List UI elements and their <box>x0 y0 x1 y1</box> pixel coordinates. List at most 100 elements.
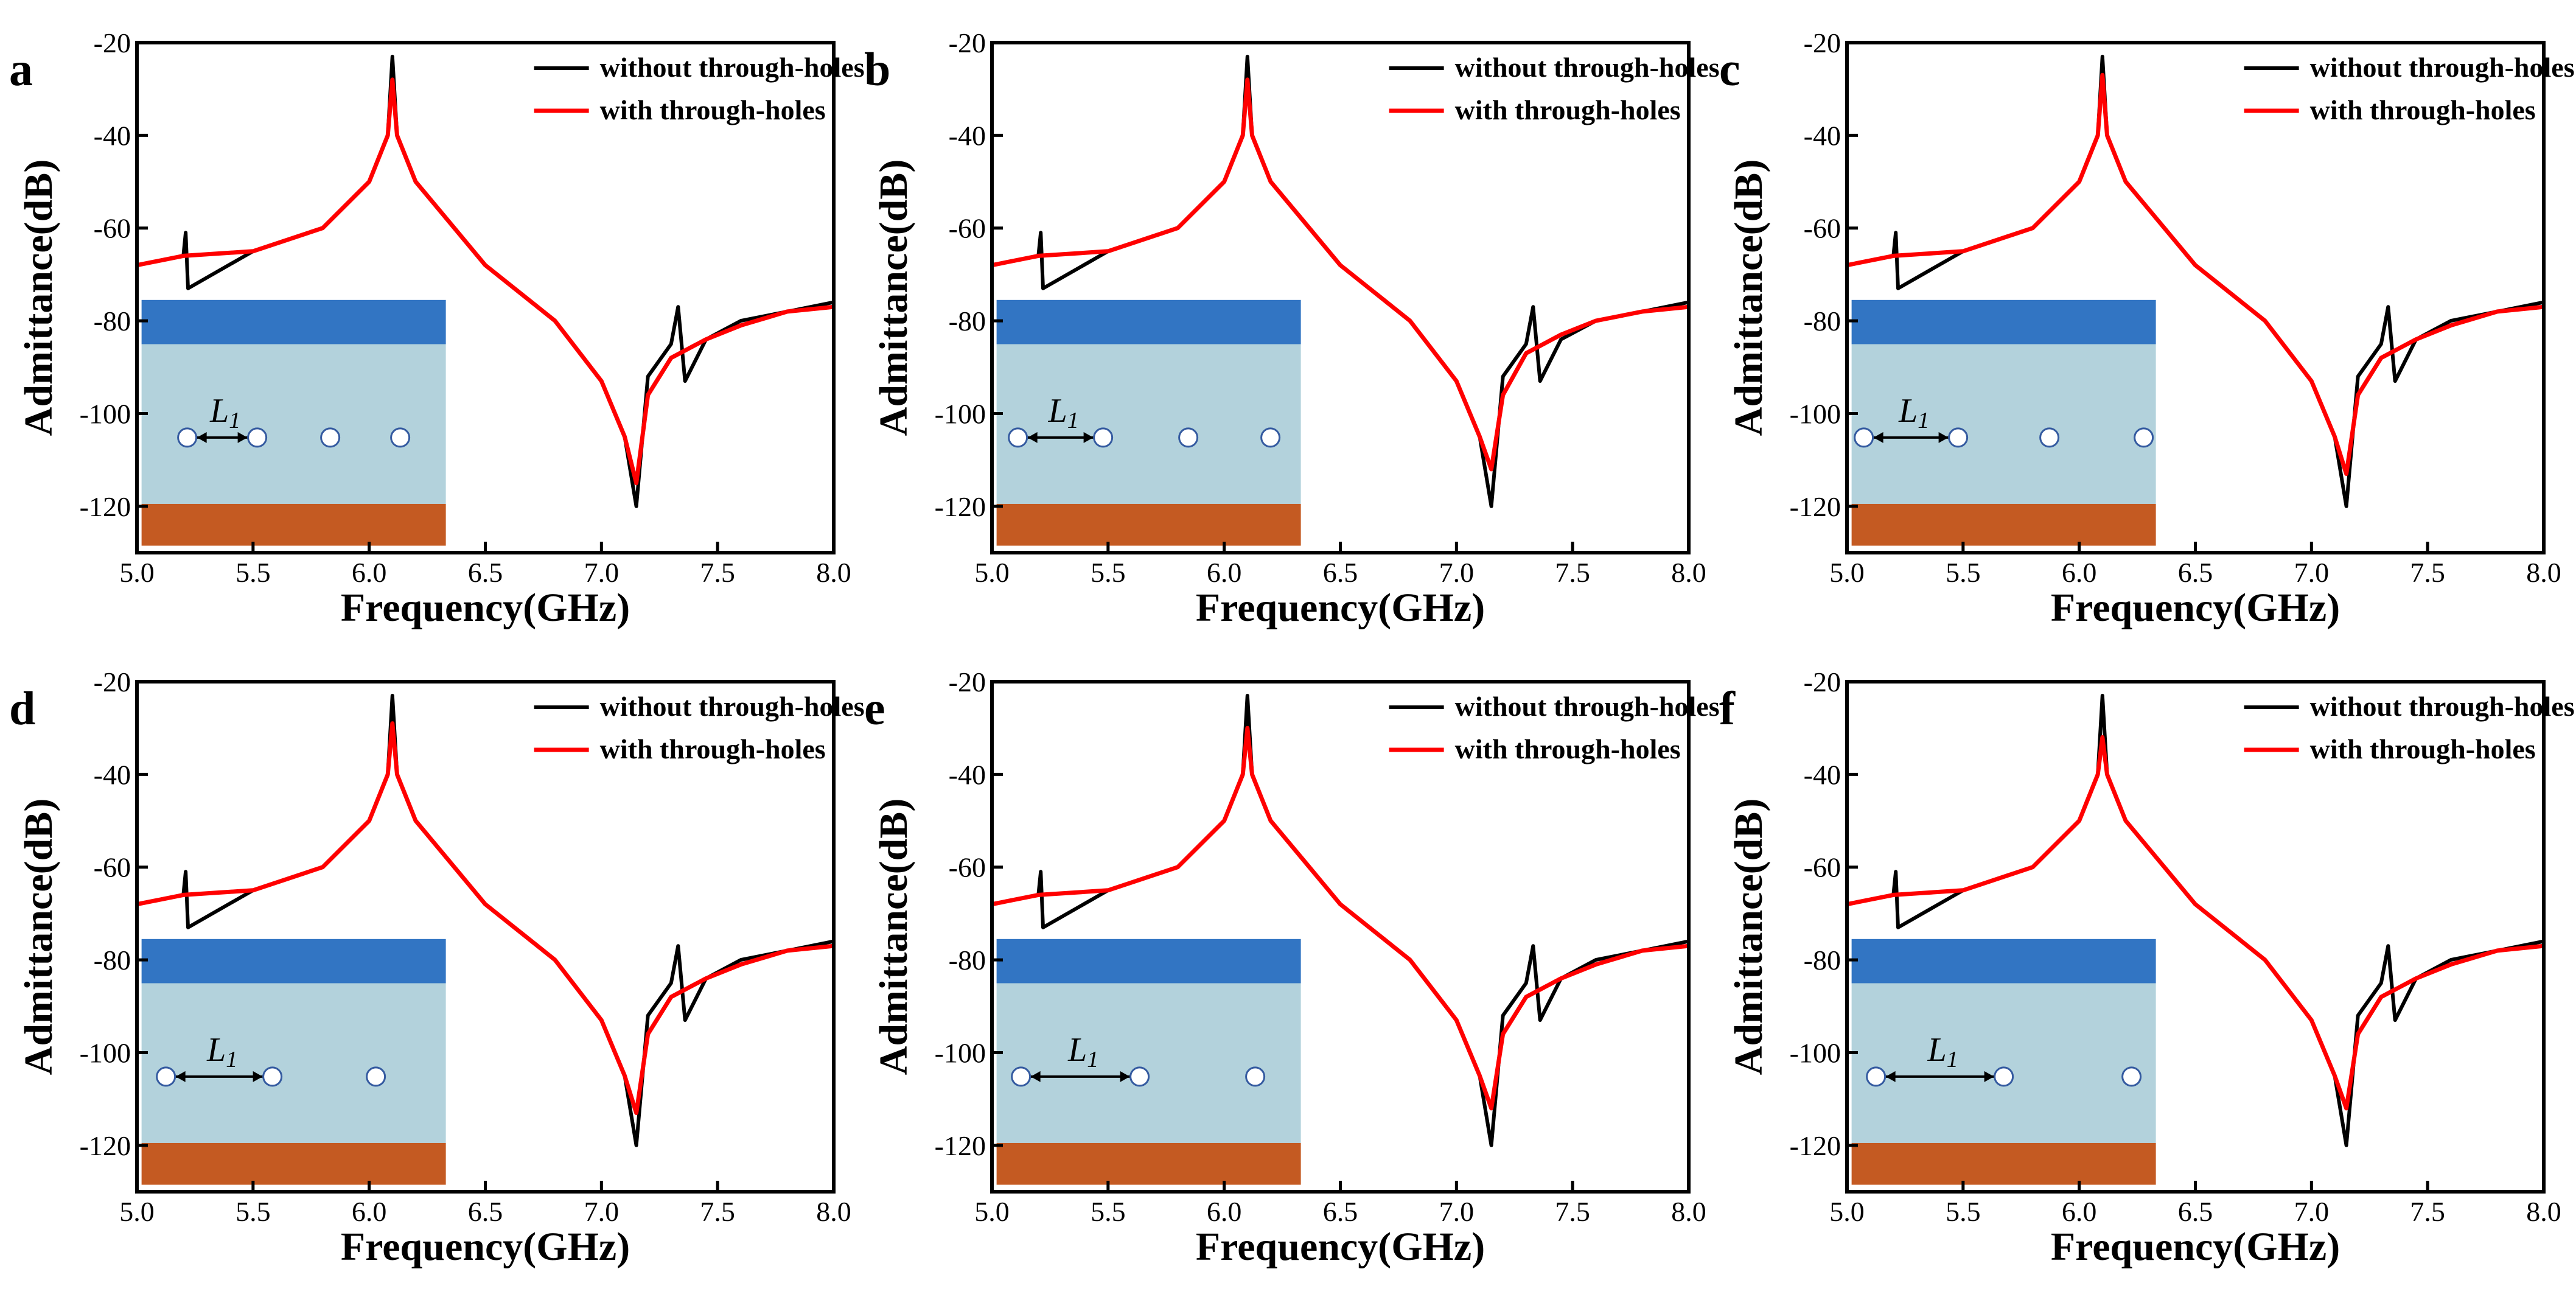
x-tick-label: 5.5 <box>236 1196 271 1227</box>
inset-piezo-layer <box>1851 344 2156 504</box>
inset-piezo-layer <box>141 344 446 504</box>
y-axis-title: Admittance(dB) <box>871 799 916 1075</box>
series-line-with-holes <box>1846 735 2544 1111</box>
x-tick-label: 6.5 <box>2178 1196 2213 1227</box>
legend-label-without-holes: without through-holes <box>1455 52 1720 83</box>
y-tick-label: -120 <box>935 1130 986 1161</box>
x-axis-title: Frequency(GHz) <box>1196 586 1485 630</box>
panel-label: f <box>1719 682 1736 735</box>
x-tick-label: 7.5 <box>1555 557 1590 588</box>
inset-through-hole <box>1260 427 1281 448</box>
y-tick-label: -20 <box>949 27 986 58</box>
x-tick-label: 5.0 <box>974 557 1010 588</box>
panel-label: d <box>9 682 35 735</box>
y-tick-label: -60 <box>94 213 131 244</box>
y-tick-label: -60 <box>949 213 986 244</box>
x-tick-label: 5.0 <box>974 1196 1010 1227</box>
y-tick-label: -120 <box>935 491 986 522</box>
panel-label: e <box>864 682 885 735</box>
x-tick-label: 7.5 <box>2410 557 2445 588</box>
inset-arrowhead-left <box>197 432 207 443</box>
inset-schematic: L1 <box>141 299 446 546</box>
inset-arrowhead-right <box>1083 432 1094 443</box>
x-tick-label: 5.5 <box>1091 557 1126 588</box>
inset-piezo-layer <box>996 983 1301 1143</box>
y-axis-title: Admittance(dB) <box>16 799 61 1075</box>
x-tick-label: 5.5 <box>236 557 271 588</box>
x-tick-label: 8.0 <box>1671 1196 1706 1227</box>
x-tick-label: 8.0 <box>2526 557 2561 588</box>
inset-schematic: L1 <box>996 299 1301 546</box>
y-tick-label: -80 <box>1804 945 1841 976</box>
inset-through-hole <box>1178 427 1199 448</box>
x-tick-label: 6.0 <box>2062 1196 2097 1227</box>
y-tick-label: -40 <box>1804 120 1841 151</box>
y-tick-label: -40 <box>94 120 131 151</box>
inset-electrode-bottom <box>141 1142 446 1185</box>
legend-label-without-holes: without through-holes <box>2310 691 2575 722</box>
y-tick-label: -60 <box>949 852 986 883</box>
inset-arrowhead-left <box>175 1071 186 1082</box>
x-axis-title: Frequency(GHz) <box>2051 586 2340 630</box>
x-tick-label: 7.0 <box>1439 557 1475 588</box>
inset-through-hole <box>1245 1066 1266 1087</box>
inset-electrode-bottom <box>141 503 446 546</box>
inset-schematic: L1 <box>996 939 1301 1185</box>
x-tick-label: 7.0 <box>584 557 620 588</box>
legend-label-with-holes: with through-holes <box>600 733 826 764</box>
chart-panel-a: L1 5.0 5.5 6.0 6.5 7.0 7.5 8.0 -20 -40 -60 -80 -100 -… <box>9 27 865 630</box>
inset-electrode-top <box>141 939 446 984</box>
series-line-with-holes <box>991 725 1689 1111</box>
inset-through-hole <box>247 427 268 448</box>
inset-through-hole <box>320 427 341 448</box>
inset-through-hole <box>1948 427 1969 448</box>
inset-through-hole <box>1994 1066 2014 1087</box>
x-tick-label: 5.0 <box>119 1196 155 1227</box>
chart-panel-c: L1 5.0 5.5 6.0 6.5 7.0 7.5 8.0 -20 -40 -60 -80 -100 -… <box>1719 27 2575 630</box>
y-tick-label: -120 <box>1790 1130 1841 1161</box>
x-tick-label: 7.5 <box>2410 1196 2445 1227</box>
y-tick-label: -80 <box>949 945 986 976</box>
inset-electrode-top <box>996 299 1301 344</box>
y-tick-label: -100 <box>1790 1037 1841 1068</box>
legend-label-without-holes: without through-holes <box>600 691 865 722</box>
y-tick-label: -120 <box>1790 491 1841 522</box>
inset-arrowhead-right <box>253 1071 263 1082</box>
x-tick-label: 5.5 <box>1946 557 1981 588</box>
y-tick-label: -40 <box>94 759 131 790</box>
inset-schematic: L1 <box>141 939 446 1185</box>
inset-arrowhead-left <box>1885 1071 1896 1082</box>
y-tick-label: -60 <box>1804 852 1841 883</box>
x-axis-title: Frequency(GHz) <box>341 1225 630 1269</box>
inset-arrowhead-right <box>1984 1071 1994 1082</box>
y-tick-label: -80 <box>1804 306 1841 337</box>
y-tick-label: -20 <box>1804 666 1841 697</box>
x-tick-label: 6.5 <box>1323 557 1358 588</box>
x-tick-label: 8.0 <box>1671 557 1706 588</box>
x-tick-label: 7.0 <box>2294 1196 2330 1227</box>
inset-arrowhead-right <box>1938 432 1949 443</box>
x-tick-label: 6.0 <box>352 1196 387 1227</box>
y-axis-title: Admittance(dB) <box>871 159 916 436</box>
inset-electrode-top <box>996 939 1301 984</box>
y-tick-label: -60 <box>1804 213 1841 244</box>
x-tick-label: 5.5 <box>1091 1196 1126 1227</box>
legend-label-without-holes: without through-holes <box>600 52 865 83</box>
inset-through-hole <box>390 427 411 448</box>
inset-through-hole <box>156 1066 176 1087</box>
inset-electrode-bottom <box>1851 1142 2156 1185</box>
x-tick-label: 7.0 <box>1439 1196 1475 1227</box>
y-tick-label: -80 <box>949 306 986 337</box>
x-axis-title: Frequency(GHz) <box>341 586 630 630</box>
legend-label-with-holes: with through-holes <box>1455 94 1681 125</box>
x-tick-label: 5.0 <box>1829 1196 1865 1227</box>
inset-through-hole <box>1011 1066 1031 1087</box>
y-axis-title: Admittance(dB) <box>16 159 61 436</box>
panel-label: b <box>864 43 890 96</box>
inset-piezo-layer <box>141 983 446 1143</box>
y-tick-label: -100 <box>935 398 986 429</box>
series-line-with-holes <box>1846 72 2544 476</box>
y-tick-label: -40 <box>949 120 986 151</box>
y-tick-label: -20 <box>949 666 986 697</box>
panel-label: a <box>9 43 33 96</box>
